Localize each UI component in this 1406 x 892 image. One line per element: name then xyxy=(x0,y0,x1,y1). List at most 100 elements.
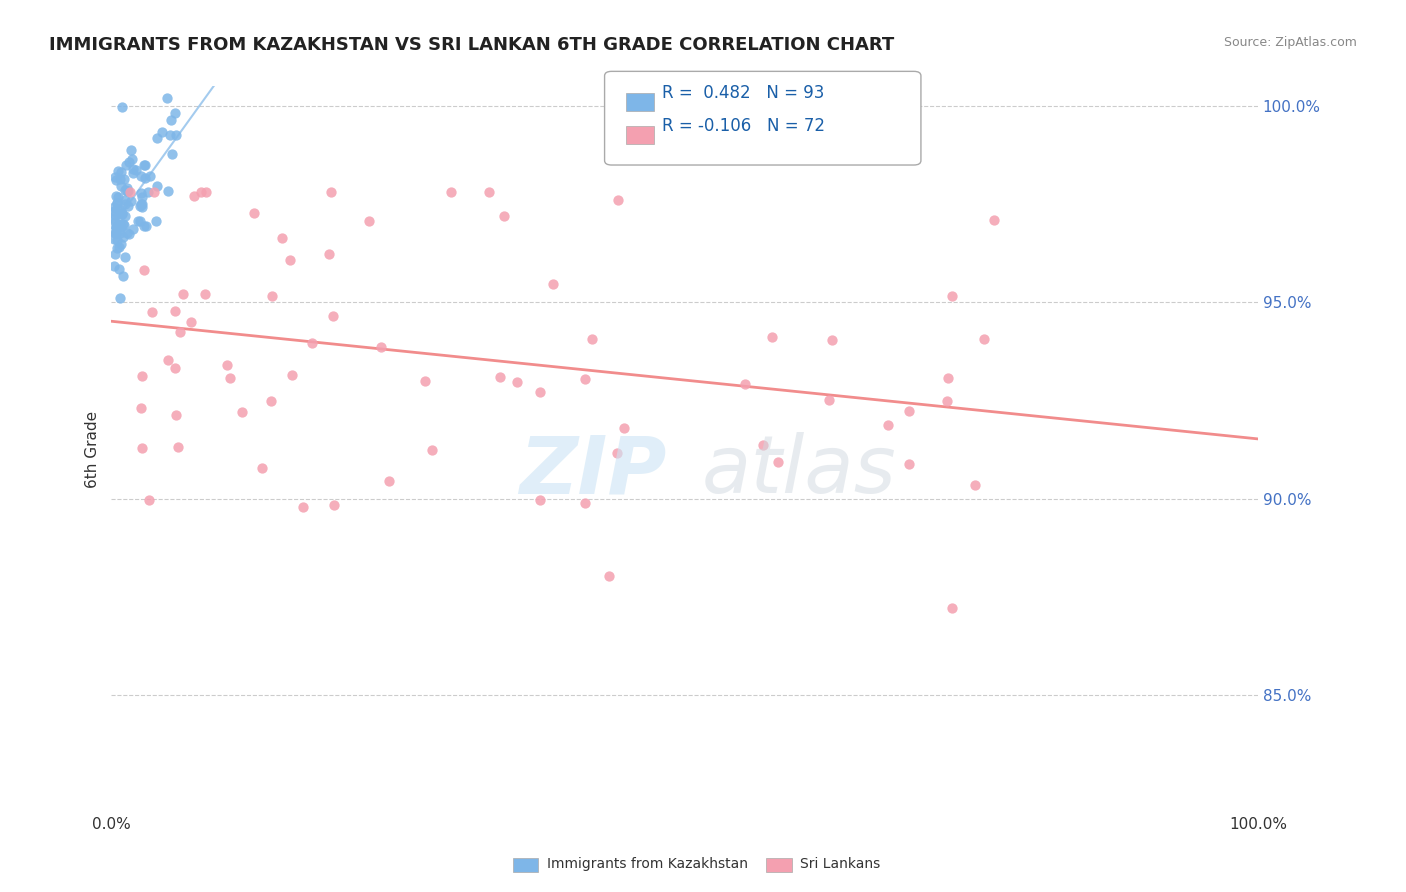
Point xyxy=(357,214,380,228)
Point xyxy=(121,152,143,166)
Point xyxy=(128,199,150,213)
Point xyxy=(108,240,131,254)
Point xyxy=(110,236,132,251)
Point xyxy=(183,189,205,203)
Point xyxy=(104,222,127,236)
Point xyxy=(104,169,127,184)
Point xyxy=(194,287,217,301)
Point xyxy=(115,226,138,240)
Point xyxy=(114,250,136,264)
Point xyxy=(321,309,343,323)
Point xyxy=(118,155,141,169)
Point xyxy=(114,209,136,223)
Point xyxy=(145,214,167,228)
Text: Immigrants from Kazakhstan: Immigrants from Kazakhstan xyxy=(547,856,748,871)
Point xyxy=(104,215,127,229)
Point xyxy=(131,442,153,456)
Point xyxy=(139,169,162,183)
Point xyxy=(146,178,169,193)
Point xyxy=(165,128,187,143)
Point xyxy=(104,208,127,222)
Point xyxy=(108,218,131,232)
Point xyxy=(115,158,138,172)
Point xyxy=(821,333,844,347)
Point xyxy=(941,601,963,615)
Point xyxy=(107,202,129,216)
Point xyxy=(131,200,153,214)
Point xyxy=(574,372,596,386)
Point xyxy=(131,190,153,204)
Point xyxy=(129,214,152,228)
Point xyxy=(281,368,304,382)
Point xyxy=(114,193,136,207)
Point xyxy=(606,194,628,208)
Point xyxy=(318,246,340,260)
Point xyxy=(529,384,551,399)
Point xyxy=(115,184,138,198)
Point xyxy=(877,417,900,432)
Text: IMMIGRANTS FROM KAZAKHSTAN VS SRI LANKAN 6TH GRADE CORRELATION CHART: IMMIGRANTS FROM KAZAKHSTAN VS SRI LANKAN… xyxy=(49,36,894,54)
Point xyxy=(103,259,125,273)
Point xyxy=(301,335,323,350)
Point xyxy=(541,277,564,292)
Point xyxy=(319,186,342,200)
Point xyxy=(219,371,242,385)
Point xyxy=(163,361,186,376)
Point xyxy=(817,392,839,407)
Point xyxy=(598,569,620,583)
Point xyxy=(494,209,516,223)
Point xyxy=(120,194,142,209)
Point xyxy=(897,458,920,472)
Point xyxy=(606,446,628,460)
Point xyxy=(159,128,181,142)
Point xyxy=(132,219,155,233)
Point xyxy=(107,163,129,178)
Point xyxy=(613,421,636,435)
Point xyxy=(105,221,128,235)
Text: R =  0.482   N = 93: R = 0.482 N = 93 xyxy=(662,84,824,102)
Point xyxy=(110,207,132,221)
Point xyxy=(121,162,143,177)
Point xyxy=(104,227,127,241)
Point xyxy=(105,196,128,211)
Point xyxy=(766,455,789,469)
Point xyxy=(156,184,179,198)
Point xyxy=(110,220,132,235)
Point xyxy=(581,332,603,346)
Point xyxy=(122,222,145,236)
Point xyxy=(103,232,125,246)
Point xyxy=(160,112,183,127)
Point xyxy=(112,171,135,186)
Point xyxy=(110,179,132,194)
Point xyxy=(165,409,187,423)
Point xyxy=(195,186,218,200)
Point xyxy=(111,217,134,231)
Point xyxy=(370,340,392,354)
Point xyxy=(243,206,266,220)
Point xyxy=(105,195,128,210)
Point xyxy=(146,131,169,145)
Point xyxy=(440,186,463,200)
Point xyxy=(131,369,153,384)
Point xyxy=(104,247,127,261)
Point xyxy=(936,371,959,385)
Point xyxy=(134,158,156,172)
Point xyxy=(506,375,529,389)
Point xyxy=(941,289,963,303)
Point xyxy=(160,147,183,161)
Point xyxy=(172,286,194,301)
Point xyxy=(105,202,128,216)
Point xyxy=(131,196,153,211)
Point xyxy=(117,184,139,198)
Point xyxy=(107,262,129,277)
Point xyxy=(104,172,127,186)
Point xyxy=(111,206,134,220)
Point xyxy=(420,443,443,458)
Y-axis label: 6th Grade: 6th Grade xyxy=(86,411,100,488)
Point xyxy=(217,358,239,372)
Point xyxy=(529,492,551,507)
Point xyxy=(121,166,143,180)
Point xyxy=(291,500,314,514)
Point xyxy=(114,196,136,211)
Point xyxy=(112,229,135,244)
